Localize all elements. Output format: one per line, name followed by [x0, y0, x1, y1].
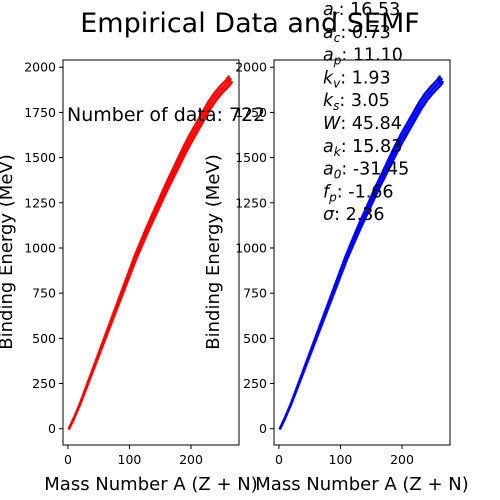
left-x-ticks: 0 100 200 [64, 445, 203, 467]
fit-parameter: ac: 0.73 [323, 23, 391, 45]
data-count-value: 722 [229, 104, 265, 126]
right-y-tick-label: 1250 [235, 195, 267, 210]
right-y-tick-label: 750 [243, 286, 267, 301]
left-y-ticks: 0 250 500 750 1000 1250 1500 1750 2000 [24, 60, 63, 436]
left-y-tick-label: 250 [32, 376, 56, 391]
parameter-colon: : [340, 23, 351, 43]
parameter-value: 1.93 [352, 68, 391, 88]
right-data-point [440, 77, 443, 81]
parameter-symbol: a [323, 0, 334, 20]
right-chart-panel: 0 250 500 750 1000 1250 1500 1750 2000 0 100 200 M… [203, 59, 469, 495]
parameter-symbol: k [323, 91, 334, 111]
parameter-symbol: k [323, 68, 334, 88]
parameter-symbol: f [323, 182, 332, 202]
parameter-subscript: s [333, 99, 339, 113]
parameter-subscript: c [334, 31, 341, 45]
left-chart-panel: 0 250 500 750 1000 1250 1500 1750 2000 0 100 200 M… [0, 59, 258, 495]
parameter-symbol: a [323, 46, 334, 66]
parameter-subscript: p [328, 190, 337, 204]
fit-parameter: W: 45.84 [323, 114, 402, 134]
right-data-point [441, 80, 444, 84]
parameter-colon: : [340, 68, 351, 88]
left-y-tick-label: 1750 [24, 105, 56, 120]
data-count-label: Number of data: [67, 104, 223, 126]
parameter-colon: : [341, 46, 352, 66]
parameter-colon: : [340, 114, 351, 134]
right-y-ticks: 0 250 500 750 1000 1250 1500 1750 2000 [235, 60, 274, 436]
left-y-tick-label: 2000 [24, 60, 56, 75]
left-data-point [229, 77, 232, 81]
right-y-tick-label: 1000 [235, 240, 267, 255]
parameter-value: 11.10 [353, 46, 403, 66]
parameter-value: 15.83 [352, 137, 402, 157]
left-x-tick-label: 200 [179, 452, 203, 467]
parameter-symbol: W [323, 114, 341, 134]
right-data-markers [278, 75, 444, 430]
parameter-value: 16.53 [350, 0, 400, 20]
right-y-tick-label: 1500 [235, 150, 267, 165]
fit-parameter: ak: 15.83 [323, 137, 402, 159]
fit-parameter: ar: 16.53 [323, 0, 400, 22]
data-count-annotation: Number of data: 722 [67, 104, 265, 126]
right-y-tick-label: 500 [243, 331, 267, 346]
left-y-tick-label: 0 [48, 421, 56, 436]
figure-title: Empirical Data and SEMF [80, 8, 420, 39]
left-y-axis-label: Binding Energy (MeV) [0, 154, 17, 349]
parameter-colon: : [341, 137, 352, 157]
parameter-colon: : [337, 182, 348, 202]
left-y-tick-label: 750 [32, 286, 56, 301]
parameter-colon: : [339, 91, 350, 111]
right-x-tick-label: 0 [275, 452, 283, 467]
parameter-symbol: a [323, 160, 334, 180]
right-y-tick-label: 250 [243, 376, 267, 391]
parameter-symbol: a [323, 137, 334, 157]
parameter-value: -31.45 [353, 160, 409, 180]
right-y-axis-label: Binding Energy (MeV) [203, 154, 224, 349]
fit-parameter: fp: -1.66 [323, 182, 394, 204]
right-y-tick-label: 2000 [235, 60, 267, 75]
parameter-value: 2.36 [346, 205, 385, 225]
right-y-tick-label: 1750 [235, 105, 267, 120]
parameter-subscript: 0 [334, 168, 342, 182]
left-y-tick-label: 1250 [24, 195, 56, 210]
left-plot-frame [62, 59, 240, 446]
parameter-subscript: r [334, 8, 340, 22]
parameter-subscript: k [334, 145, 342, 159]
parameter-value: 3.05 [351, 91, 390, 111]
parameter-colon: : [334, 205, 345, 225]
right-data-point [438, 75, 442, 78]
right-plot-frame [273, 59, 451, 446]
left-data-point [227, 75, 231, 78]
fit-parameter: ks: 3.05 [323, 91, 390, 113]
parameter-value: 45.84 [352, 114, 402, 134]
fit-parameter: kv: 1.93 [323, 68, 391, 90]
left-y-tick-label: 1500 [24, 150, 56, 165]
left-x-axis-label: Mass Number A (Z + N) [44, 474, 257, 495]
parameter-subscript: v [333, 76, 341, 90]
right-x-tick-label: 200 [390, 452, 414, 467]
left-x-tick-label: 100 [118, 452, 142, 467]
right-y-tick-label: 0 [259, 421, 267, 436]
left-data-point [230, 80, 233, 84]
parameter-symbol: a [323, 23, 334, 43]
right-x-axis-label: Mass Number A (Z + N) [255, 474, 468, 495]
left-x-tick-label: 0 [64, 452, 72, 467]
fit-parameter: σ: 2.36 [323, 205, 385, 225]
left-y-tick-label: 1000 [24, 240, 56, 255]
parameter-subscript: p [333, 54, 342, 68]
fit-parameter: a0: -31.45 [323, 160, 409, 182]
parameter-symbol: σ [323, 205, 335, 225]
left-y-tick-label: 500 [32, 331, 56, 346]
parameter-colon: : [341, 160, 352, 180]
parameter-colon: : [339, 0, 350, 20]
parameter-value: -1.66 [348, 182, 393, 202]
right-x-tick-label: 100 [329, 452, 353, 467]
right-x-ticks: 0 100 200 [275, 445, 414, 467]
fit-parameter: ap: 11.10 [323, 46, 403, 68]
parameter-value: 0.73 [352, 23, 391, 43]
left-data-markers [67, 75, 233, 430]
